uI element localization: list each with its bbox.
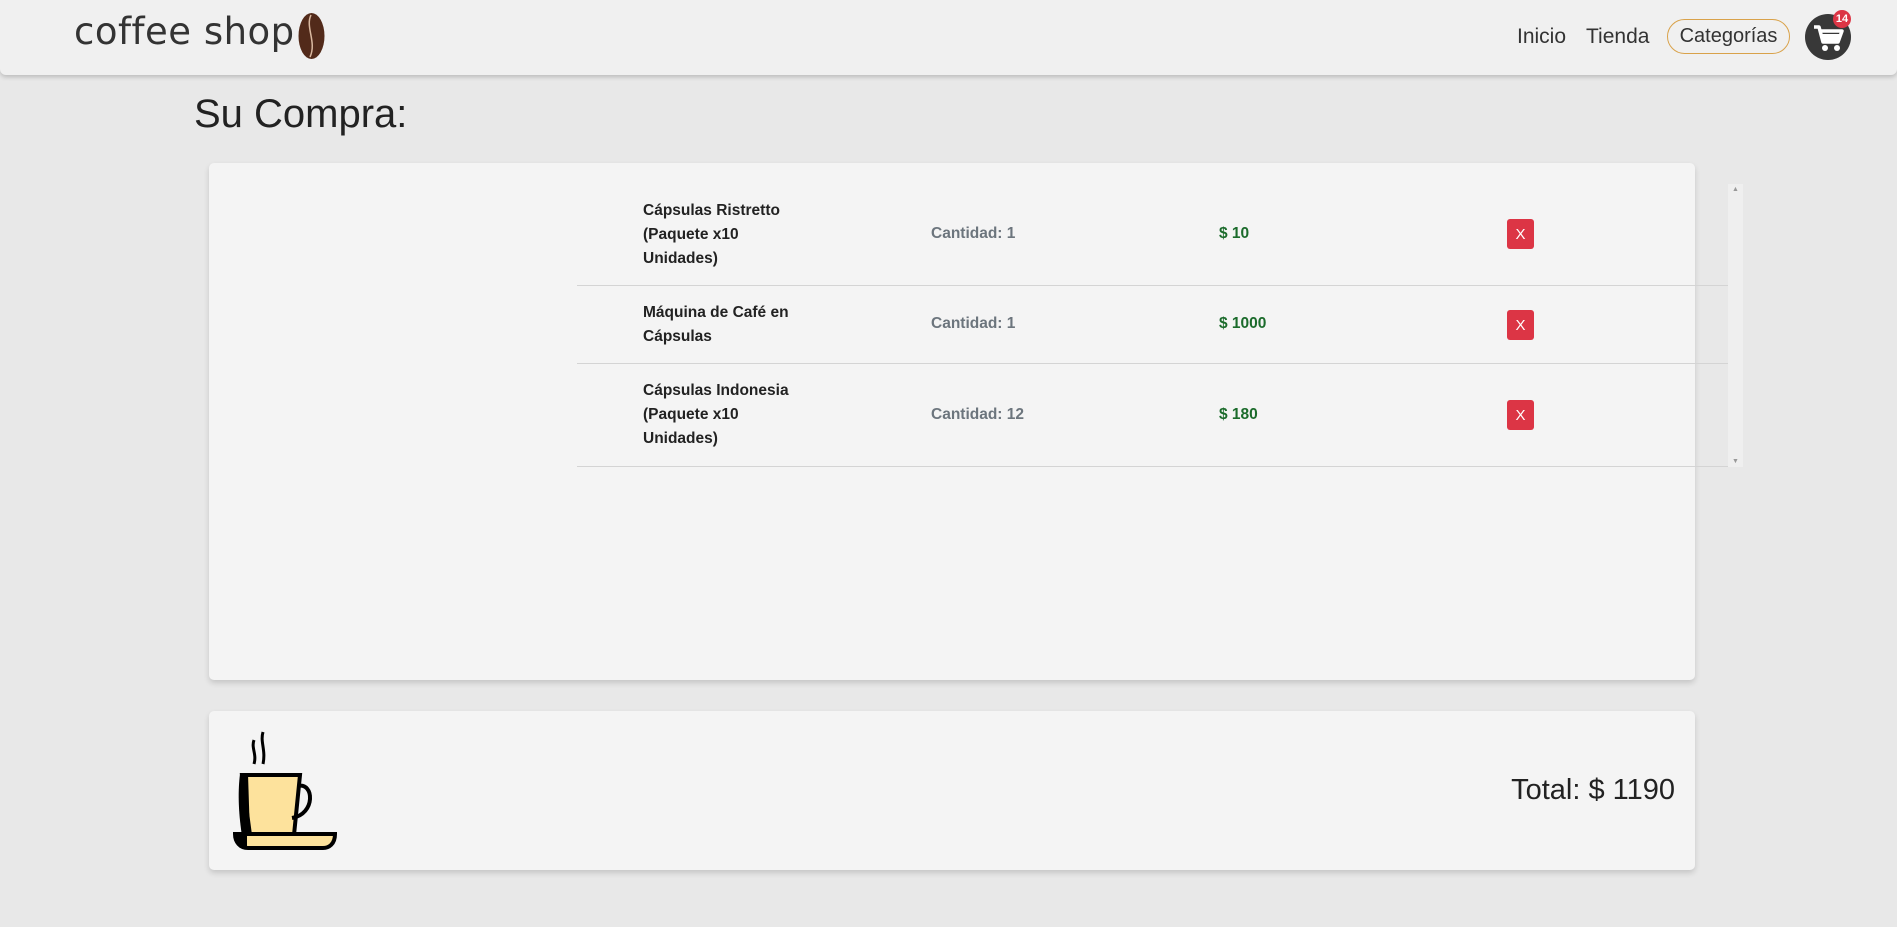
cart-count-badge: 14 <box>1833 10 1851 28</box>
item-quantity: Cantidad: 1 <box>931 225 1016 242</box>
remove-item-button[interactable]: X <box>1507 400 1534 430</box>
cart-icon <box>1814 25 1844 51</box>
cart-item: Cápsulas Ristretto (Paquete x10 Unidades… <box>577 184 1728 286</box>
navbar: coffee shop Inicio Tienda Categorías 14 <box>0 0 1897 75</box>
item-name: Cápsulas Ristretto (Paquete x10 Unidades… <box>643 202 780 267</box>
coffee-bean-icon <box>298 13 325 59</box>
total-card: Total: $ 1190 <box>209 711 1695 870</box>
page-title: Su Compra: <box>194 92 408 136</box>
cart-item: Máquina de Café en Cápsulas Cantidad: 1 … <box>577 286 1728 364</box>
brand-logo[interactable]: coffee shop <box>74 10 295 53</box>
nav-inicio[interactable]: Inicio <box>1517 25 1567 48</box>
item-quantity: Cantidad: 1 <box>931 315 1016 332</box>
item-name: Cápsulas Indonesia (Paquete x10 Unidades… <box>643 382 789 447</box>
item-quantity: Cantidad: 12 <box>931 406 1025 423</box>
item-price: $ 1000 <box>1219 315 1267 332</box>
order-total: Total: $ 1190 <box>1511 774 1675 806</box>
cart-item: Cápsulas Indonesia (Paquete x10 Unidades… <box>577 364 1728 467</box>
nav-tienda[interactable]: Tienda <box>1586 25 1650 48</box>
categories-button[interactable]: Categorías <box>1667 19 1790 54</box>
coffee-cup-icon <box>232 731 338 850</box>
item-name: Máquina de Café en Cápsulas <box>643 304 789 345</box>
item-price: $ 180 <box>1219 406 1258 423</box>
cart-items-list: Cápsulas Ristretto (Paquete x10 Unidades… <box>577 184 1743 467</box>
remove-item-button[interactable]: X <box>1507 219 1534 249</box>
scrollbar[interactable]: ▲ ▼ <box>1728 184 1743 467</box>
cart-items-card: Cápsulas Ristretto (Paquete x10 Unidades… <box>209 163 1743 680</box>
item-price: $ 10 <box>1219 225 1250 242</box>
remove-item-button[interactable]: X <box>1507 310 1534 340</box>
